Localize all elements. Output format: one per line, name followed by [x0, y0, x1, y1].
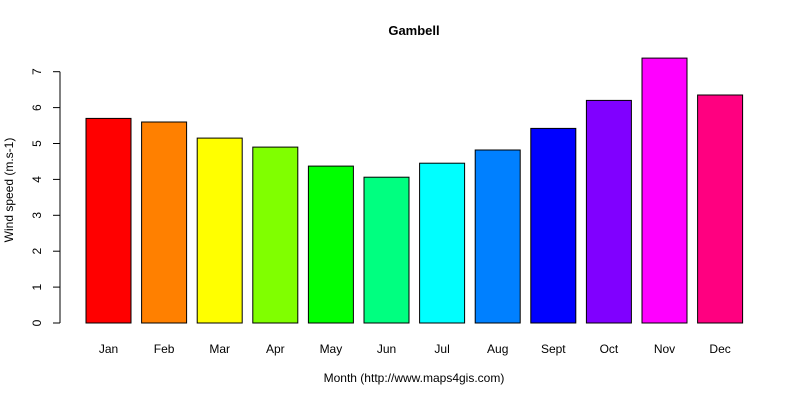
x-axis: Jan Feb Mar Apr May Jun Jul Aug Sept Oct Nov Dec: [99, 342, 731, 356]
x-tick-label: May: [320, 342, 343, 356]
y-tick-label: 2: [30, 248, 44, 255]
x-tick-label: Sept: [541, 342, 566, 356]
y-axis-label: Wind speed (m.s-1): [2, 138, 16, 243]
x-tick-label: Oct: [600, 342, 619, 356]
x-tick-label: Feb: [154, 342, 175, 356]
chart-title: Gambell: [388, 23, 439, 38]
y-tick-label: 3: [30, 212, 44, 219]
bar-apr: [252, 146, 299, 324]
bar-feb: [141, 121, 188, 324]
y-tick-label: 4: [30, 176, 44, 183]
bar-sept: [530, 127, 577, 324]
bar-oct: [585, 99, 632, 324]
bar-jul: [419, 162, 466, 324]
x-tick-label: Mar: [209, 342, 230, 356]
bar-jun: [363, 176, 410, 324]
bar-aug: [474, 149, 521, 324]
x-tick-label: Nov: [654, 342, 675, 356]
x-tick-label: Apr: [266, 342, 285, 356]
x-tick-label: Jul: [434, 342, 449, 356]
y-axis: 0 1 2 3 4 5 6 7: [30, 68, 61, 326]
y-tick-label: 1: [30, 283, 44, 290]
bar-mar: [196, 137, 243, 324]
x-axis-label: Month (http://www.maps4gis.com): [324, 371, 505, 385]
y-tick-label: 5: [30, 140, 44, 147]
x-tick-label: Jan: [99, 342, 118, 356]
bar-dec: [697, 94, 744, 324]
y-tick-label: 7: [30, 68, 44, 75]
y-tick-label: 6: [30, 104, 44, 111]
x-tick-label: Aug: [487, 342, 508, 356]
y-tick-label: 0: [30, 319, 44, 326]
bar-jan: [85, 117, 132, 324]
x-tick-label: Dec: [709, 342, 730, 356]
bars-group: [85, 57, 744, 324]
bar-nov: [641, 57, 688, 324]
bar-may: [307, 165, 354, 324]
x-tick-label: Jun: [377, 342, 396, 356]
